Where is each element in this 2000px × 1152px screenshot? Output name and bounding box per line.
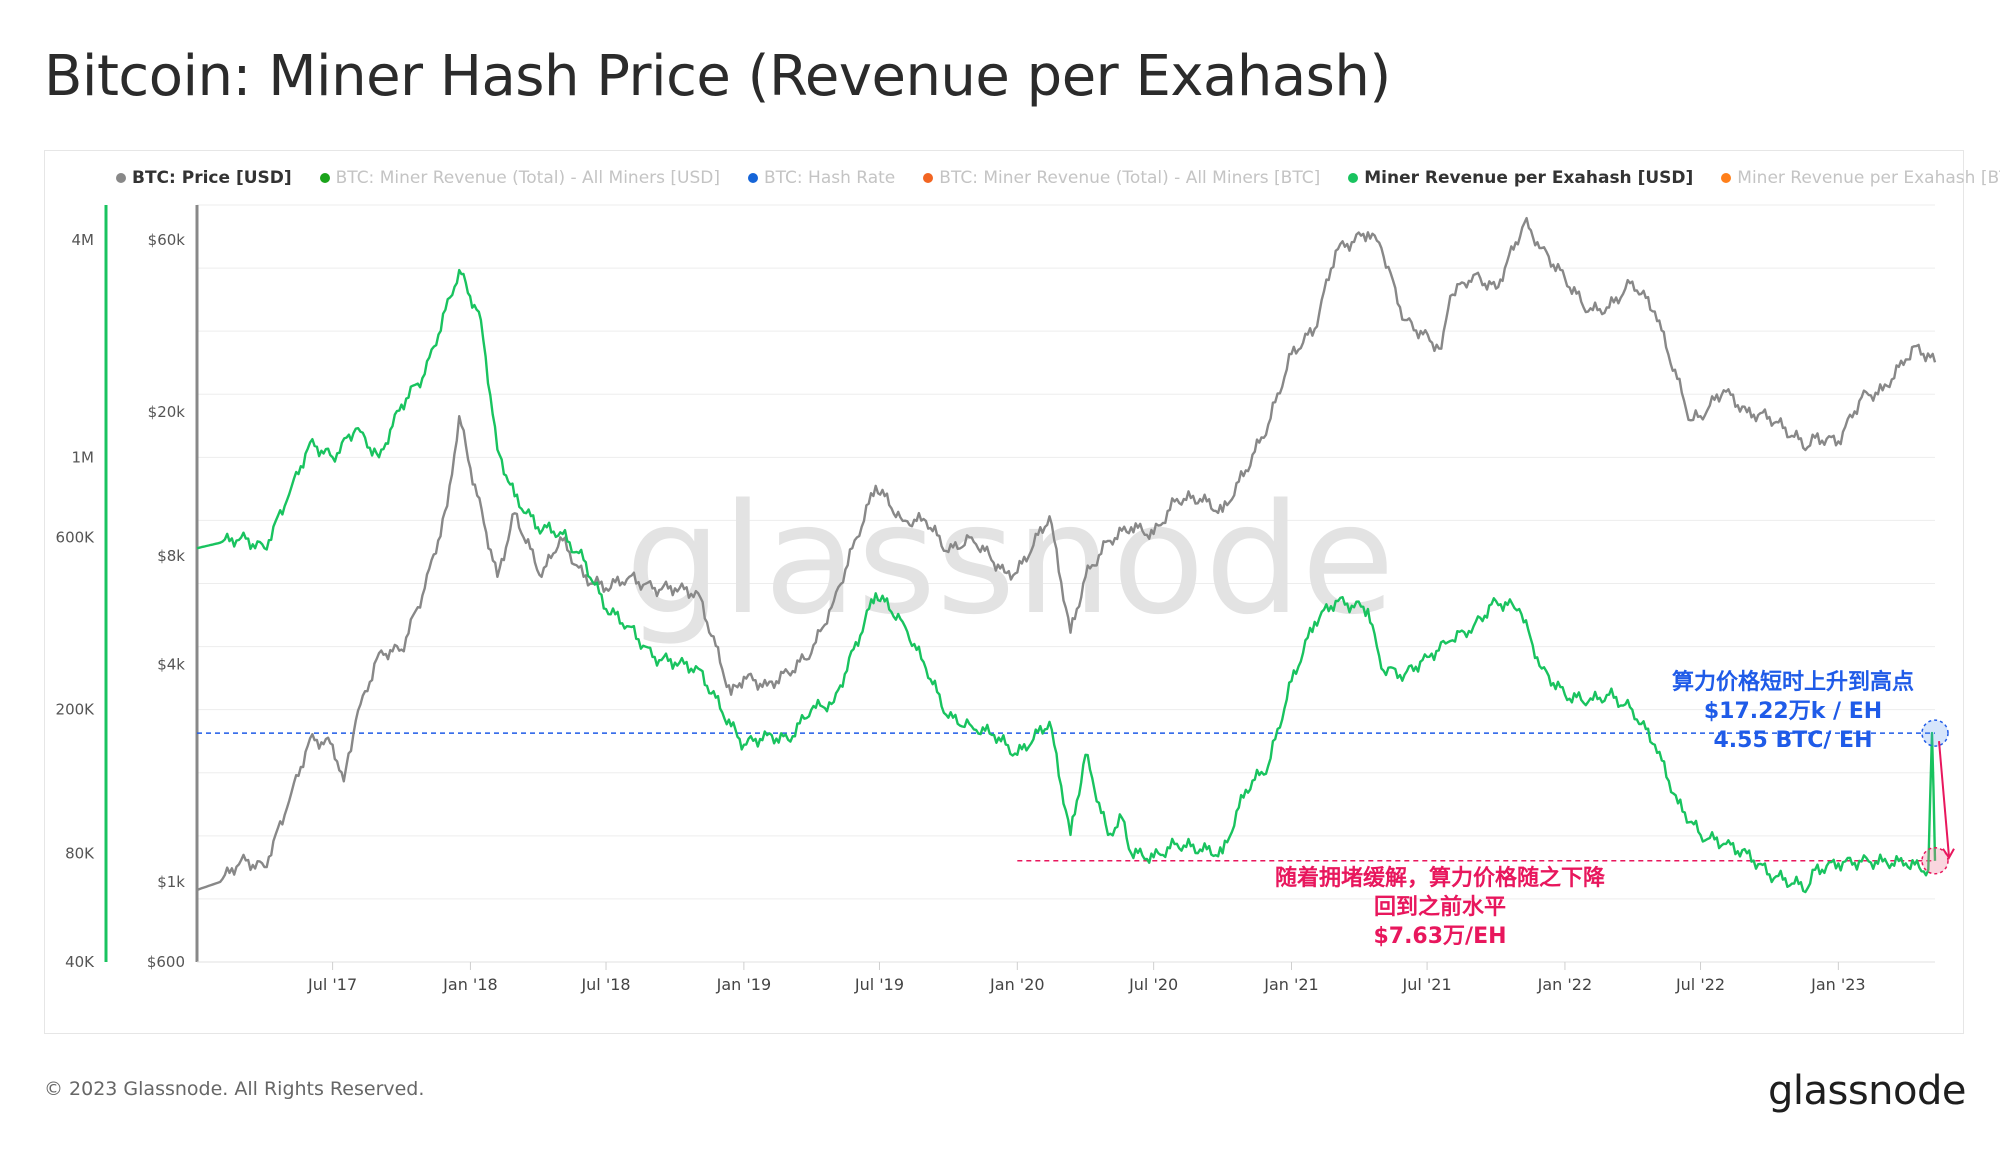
legend-dot-icon [748,173,758,183]
legend-label: Miner Revenue per Exahash [BTC] [1737,168,2000,188]
legend-item-miner-revenue-usd[interactable]: BTC: Miner Revenue (Total) - All Miners … [319,166,720,190]
x-axis-tick-label: Jul '17 [307,975,357,994]
right-axis-tick-label: $20k [148,403,186,421]
right-axis-tick-label: $4k [157,656,185,674]
left-axis-ticks: 4M 1M 600K 200K 80K 40K [56,231,96,971]
page-title: Bitcoin: Miner Hash Price (Revenue per E… [44,44,1391,109]
decline-arrowhead-icon [1942,848,1955,860]
left-axis-tick-label: 1M [72,448,95,466]
left-axis-tick-label: 40K [65,953,95,971]
copyright: © 2023 Glassnode. All Rights Reserved. [44,1078,425,1100]
legend-item-revenue-per-eh-usd[interactable]: Miner Revenue per Exahash [USD] [1348,166,1693,190]
annotation-peak-line1: 算力价格短时上升到高点 [1671,670,1914,695]
legend-dot-icon [923,173,934,183]
x-axis-tick-label: Jul '18 [580,975,630,994]
legend-label: BTC: Miner Revenue (Total) - All Miners … [939,168,1321,188]
x-axis-tick-label: Jul '20 [1128,975,1178,994]
right-axis-tick-label: $8k [157,547,185,565]
x-axis-tick-label: Jan '23 [1810,975,1866,994]
series-line-revenue-per-eh [196,268,1937,894]
legend-label: BTC: Price [USD] [132,168,292,188]
legend-dot-icon [116,173,126,183]
x-axis-tick-label: Jan '19 [716,975,772,994]
legend-dot-icon [1348,173,1359,183]
annotation-peak-line3: 4.55 BTC/ EH [1713,728,1873,753]
legend: BTC: Price [USD] BTC: Miner Revenue (Tot… [116,166,2000,190]
right-axis-tick-label: $600 [147,953,185,971]
left-axis-tick-label: 200K [56,701,96,719]
x-axis-tick-label: Jan '22 [1537,975,1593,994]
x-axis-tick-label: Jul '22 [1675,975,1725,994]
series-lines [196,216,1937,894]
chart-frame [44,150,1964,1034]
watermark: glassnode [625,471,1395,648]
legend-item-hash-rate[interactable]: BTC: Hash Rate [748,166,895,190]
left-axis-tick-label: 600K [56,528,96,546]
legend-item-revenue-per-eh-btc[interactable]: Miner Revenue per Exahash [BTC] [1721,166,2000,190]
right-axis-ticks: $60k $20k $8k $4k $1k $600 [147,231,185,971]
return-marker-icon [1921,847,1949,875]
x-axis-tick-label: Jan '18 [442,975,498,994]
decline-arrow-icon [1938,741,1950,857]
left-axis-tick-label: 80K [65,844,95,862]
legend-dot-icon [1721,173,1732,183]
annotation-return-line3: $7.63万/EH [1373,924,1507,949]
legend-label: BTC: Hash Rate [764,168,896,188]
x-axis-tick-label: Jul '21 [1402,975,1452,994]
legend-label: BTC: Miner Revenue (Total) - All Miners … [335,168,720,188]
peak-marker-icon [1921,719,1949,747]
annotation-return-line1: 随着拥堵缓解，算力价格随之下降 [1274,866,1605,891]
reference-lines [197,732,1935,862]
annotation-return: 随着拥堵缓解，算力价格随之下降 回到之前水平 $7.63万/EH [1240,864,1640,951]
annotation-return-line2: 回到之前水平 [1373,895,1506,920]
x-axis-ticks: Jul '17 Jan '18 Jul '18 Jan '19 Jul '19 Jan '… [307,962,1866,994]
legend-label: Miner Revenue per Exahash [USD] [1364,168,1694,188]
x-axis-tick-label: Jul '19 [854,975,904,994]
legend-dot-icon [319,173,330,183]
legend-item-miner-revenue-btc[interactable]: BTC: Miner Revenue (Total) - All Miners … [923,166,1320,190]
x-axis-tick-label: Jan '20 [989,975,1045,994]
series-line-btc-price [196,216,1937,892]
legend-item-btc-price[interactable]: BTC: Price [USD] [116,166,292,190]
right-axis-tick-label: $60k [148,231,186,249]
annotation-peak-line2: $17.22万k / EH [1703,699,1883,724]
left-axis-tick-label: 4M [72,231,95,249]
annotation-peak: 算力价格短时上升到高点 $17.22万k / EH 4.55 BTC/ EH [1648,668,1938,755]
brand-logo[interactable]: glassnode [1767,1068,1967,1114]
x-axis-tick-label: Jan '21 [1263,975,1319,994]
annotation-markers [1921,719,1955,875]
right-axis-tick-label: $1k [157,873,185,891]
